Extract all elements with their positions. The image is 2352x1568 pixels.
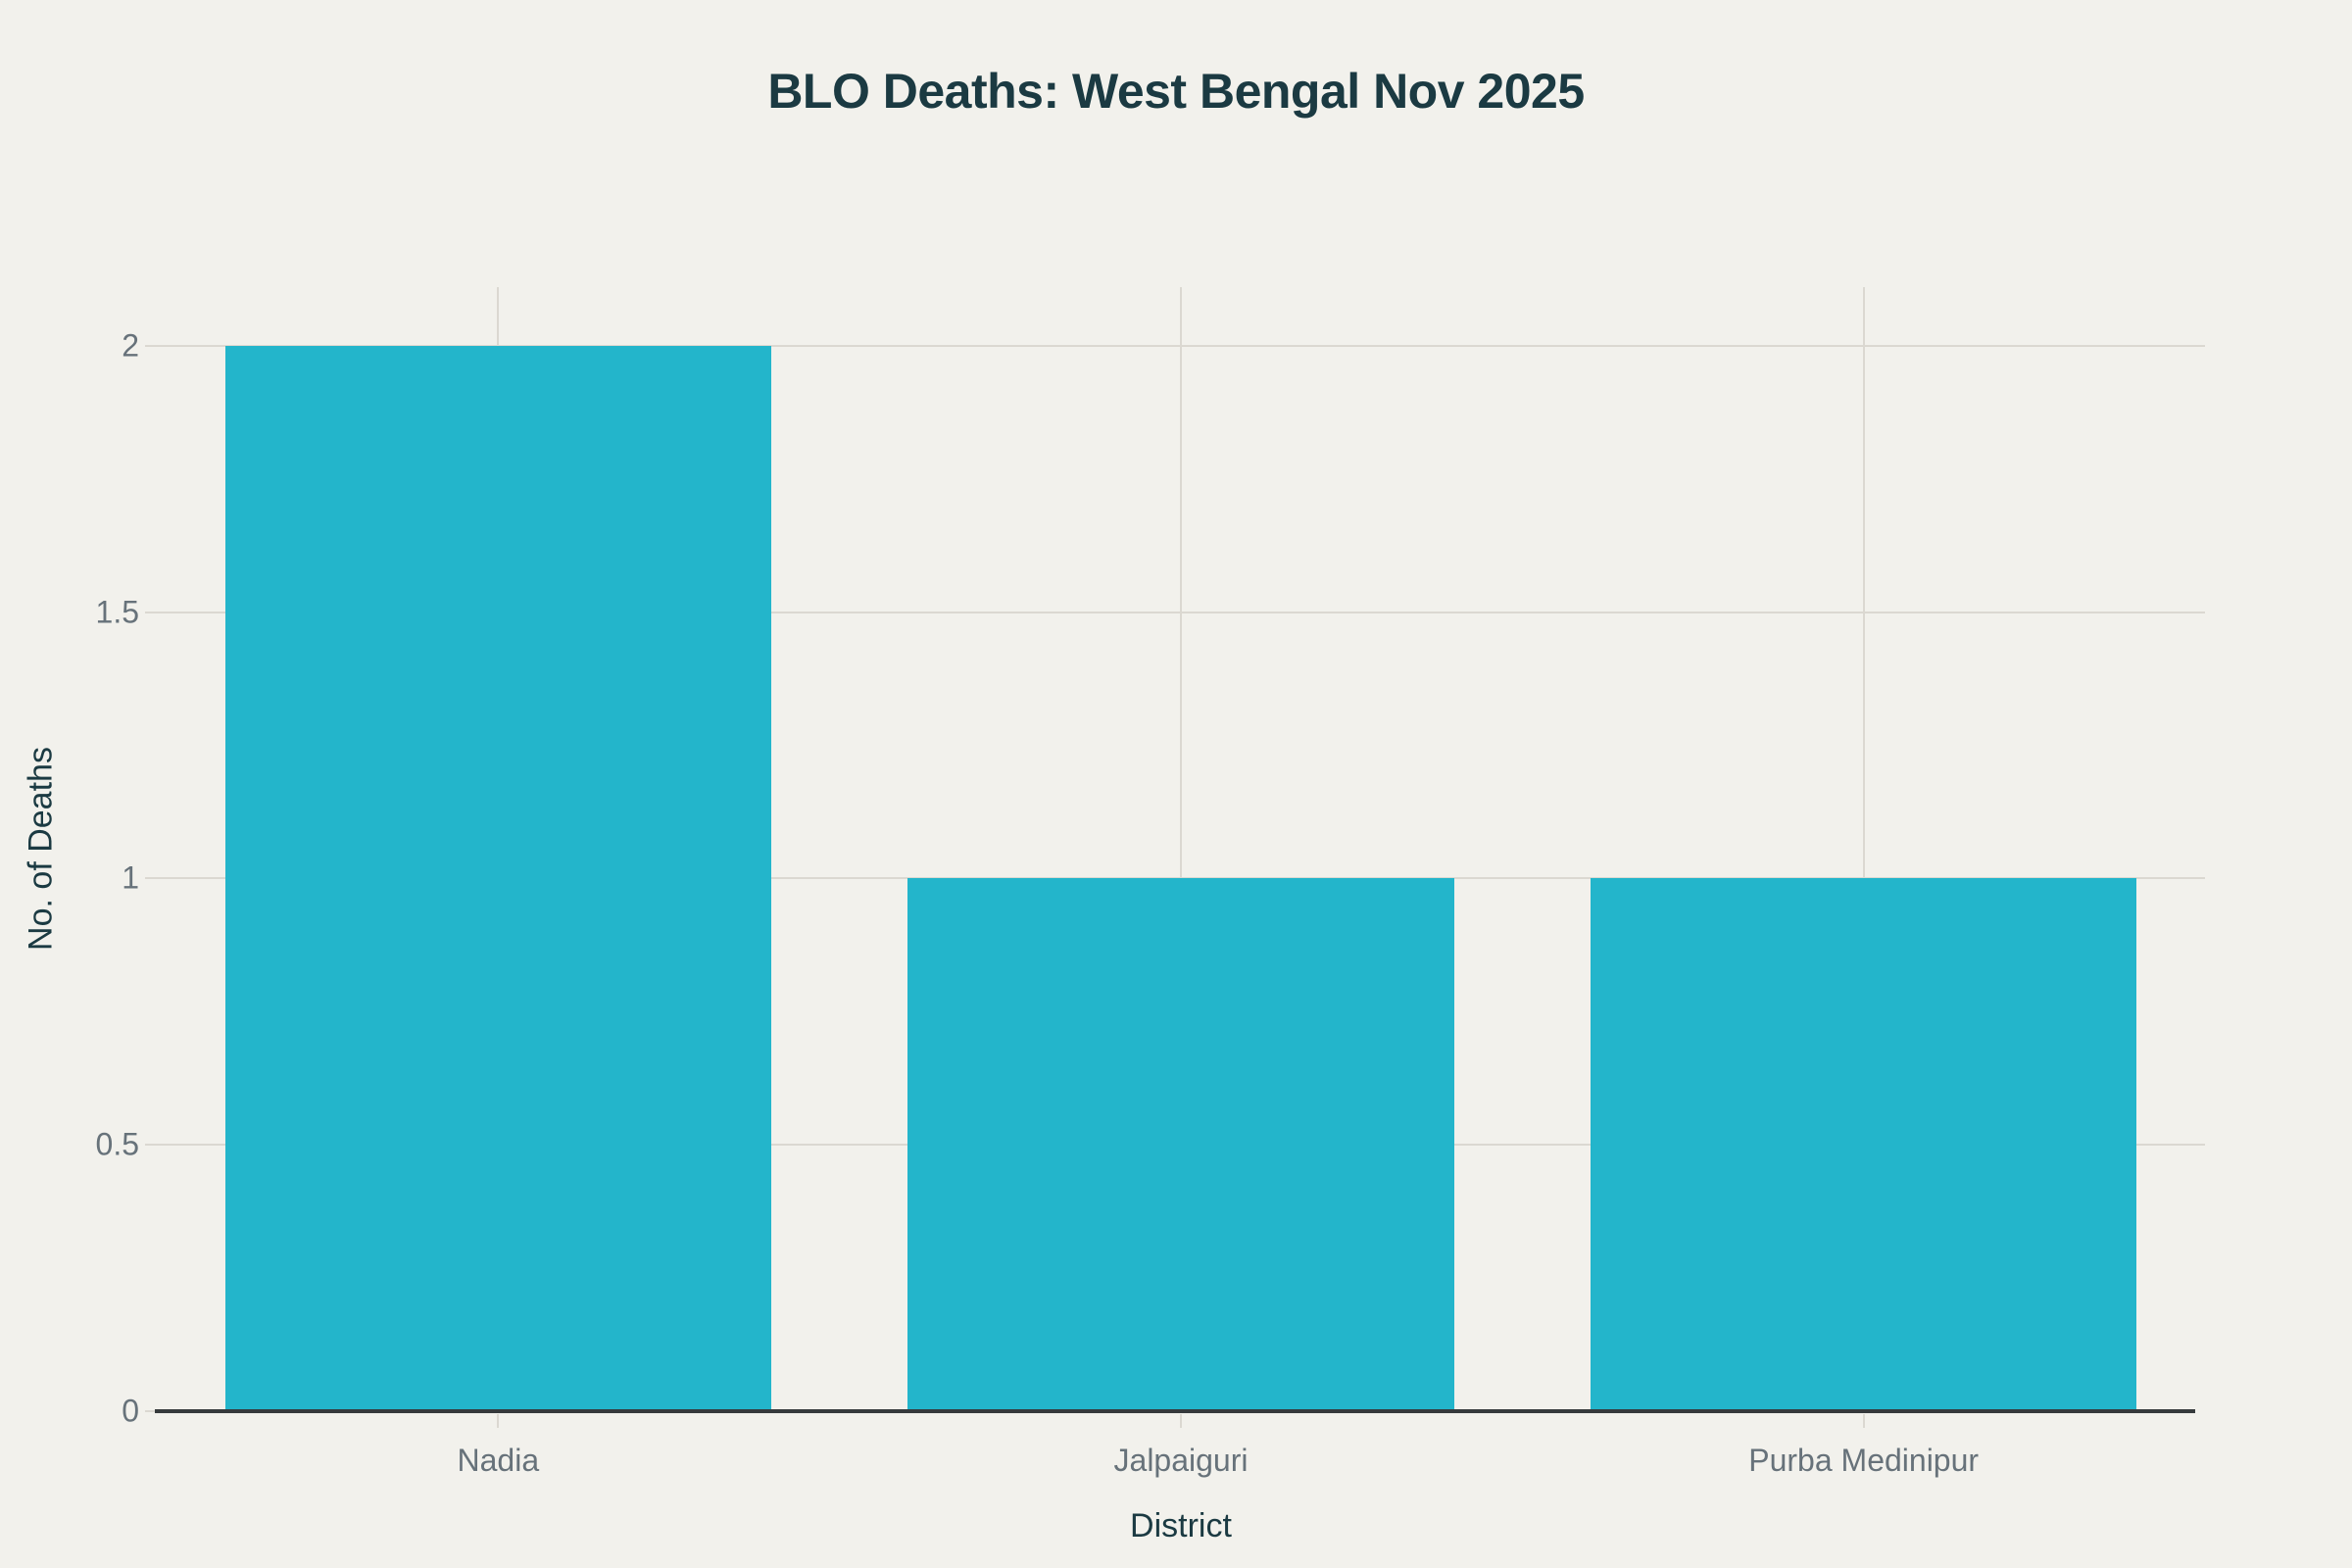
x-tick-mark — [1180, 1414, 1182, 1428]
x-tick-mark — [497, 1414, 500, 1428]
x-tick-label: Nadia — [457, 1443, 540, 1478]
y-tick-label: 1 — [122, 859, 139, 896]
gridline-x-2 — [1862, 287, 1865, 1411]
x-tick-mark — [1862, 1414, 1865, 1428]
y-tick-mark — [145, 877, 157, 880]
y-tick-mark — [145, 1144, 157, 1147]
gridline-x-1 — [1180, 287, 1182, 1411]
y-tick-label: 1.5 — [95, 594, 139, 630]
bar-jalpaiguri — [907, 878, 1454, 1411]
x-tick-label: Jalpaiguri — [1113, 1443, 1249, 1478]
plot-area — [155, 287, 2205, 1413]
y-tick-label: 2 — [122, 327, 139, 364]
y-tick-mark — [145, 344, 157, 347]
x-axis-line — [155, 1409, 2195, 1413]
y-tick-label: 0 — [122, 1393, 139, 1429]
bar-purba-medinipur — [1591, 878, 2137, 1411]
x-axis-ticks: Nadia Jalpaiguri Purba Medinipur — [157, 1411, 2205, 1490]
y-tick-mark — [145, 611, 157, 613]
x-axis-title: District — [1130, 1507, 1232, 1544]
y-tick-mark — [145, 1410, 157, 1412]
y-tick-label: 0.5 — [95, 1126, 139, 1162]
bar-nadia — [224, 345, 771, 1411]
x-tick-label: Purba Medinipur — [1748, 1443, 1980, 1478]
chart-title: BLO Deaths: West Bengal Nov 2025 — [767, 64, 1585, 119]
y-axis-ticks: 0 0.5 1 1.5 2 — [0, 287, 157, 1429]
